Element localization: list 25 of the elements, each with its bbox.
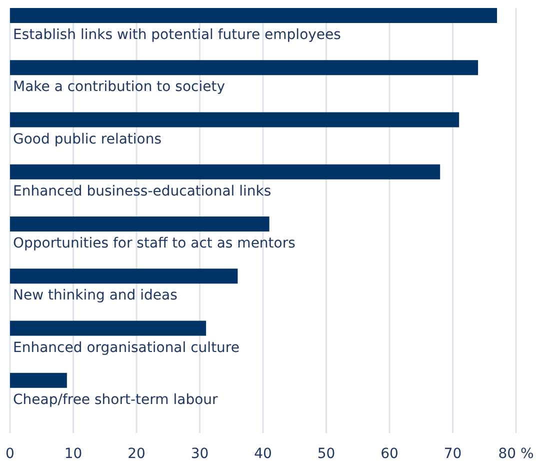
x-tick-label: 40 (254, 446, 272, 461)
y-tick-label: Enhanced business-educational links (13, 183, 272, 200)
x-tick-label: 30 (190, 446, 209, 461)
x-tick-label: 20 (128, 446, 146, 461)
bar (10, 268, 238, 284)
bar (10, 112, 460, 128)
y-tick-label: Make a contribution to society (13, 79, 225, 96)
x-tick-label: 60 (380, 446, 398, 461)
y-tick-label: Opportunities for staff to act as mentors (13, 236, 296, 252)
bar (10, 320, 206, 336)
y-tick-label: Good public relations (13, 131, 162, 148)
y-tick-label: Enhanced organisational culture (13, 340, 240, 356)
bar (10, 372, 67, 388)
x-tick-label: 10 (64, 446, 82, 461)
y-tick-label: Cheap/free short-term labour (13, 392, 218, 408)
y-tick-label: Establish links with potential future employees (13, 27, 341, 43)
bar (10, 216, 270, 232)
x-tick-label: 70 (444, 446, 462, 461)
x-tick-label: 50 (317, 446, 336, 461)
bar (10, 164, 440, 180)
bar (10, 8, 498, 23)
bar (10, 60, 478, 76)
x-tick-label: 80 % (498, 446, 534, 461)
y-tick-label: New thinking and ideas (13, 288, 178, 304)
x-tick-label: 0 (6, 446, 14, 461)
